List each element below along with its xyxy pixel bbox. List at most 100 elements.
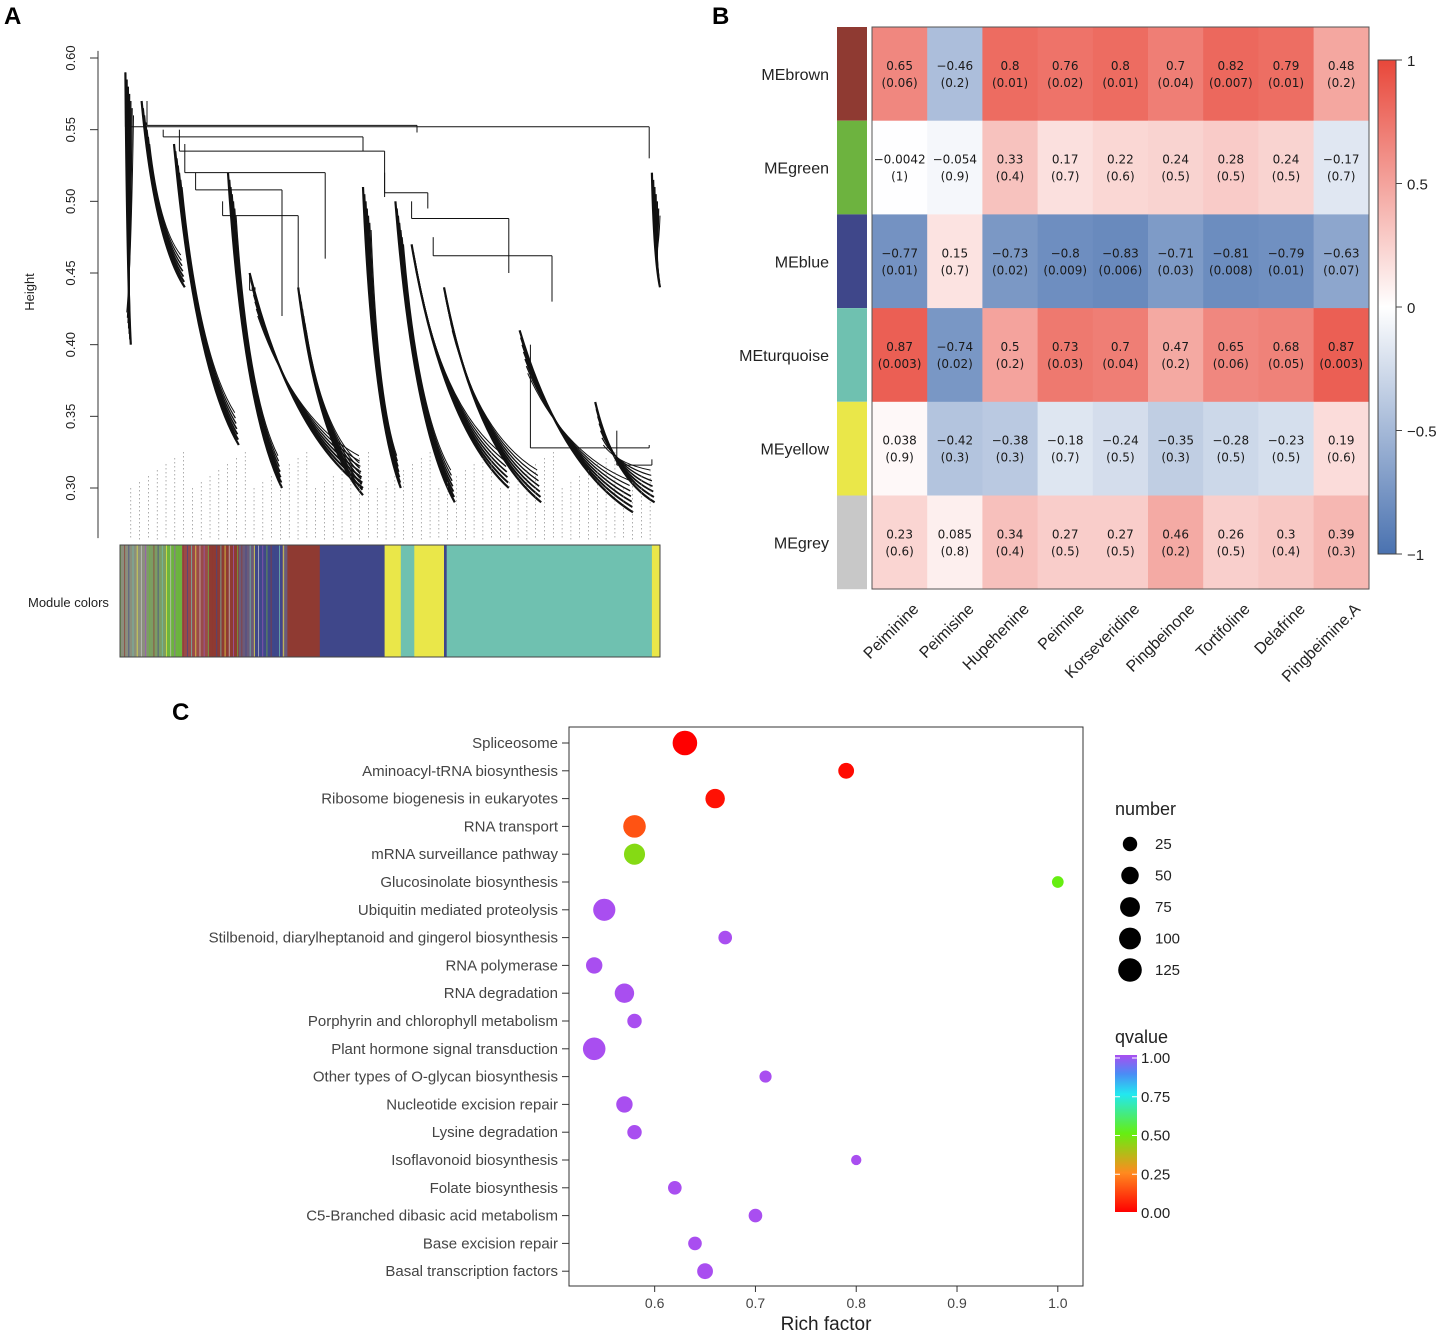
x-tick-label: 0.9 xyxy=(947,1295,967,1311)
heatmap-column-label: Tortifoline xyxy=(1193,601,1254,662)
module-color-segment xyxy=(414,545,445,657)
heatmap-cell-value: −0.83 xyxy=(1102,246,1139,260)
heatmap-cell-pvalue: (0.3) xyxy=(1161,451,1189,465)
dendrogram-cluster xyxy=(143,115,185,278)
heatmap-row-labels: MEbrown MEgreen MEblue MEturquoise MEyellow M… xyxy=(739,67,829,552)
qvalue-legend-label: 0.25 xyxy=(1141,1166,1170,1183)
heatmap-cell-pvalue: (0.4) xyxy=(1272,544,1300,558)
qvalue-legend-label: 0.50 xyxy=(1141,1128,1170,1145)
heatmap-cell-value: −0.46 xyxy=(936,59,973,73)
heatmap-cell-value: 0.17 xyxy=(1052,153,1079,167)
heatmap-cell-pvalue: (0.01) xyxy=(1102,76,1138,90)
size-legend: number 25 50 75 100 125 xyxy=(1115,799,1180,982)
dendrogram-cluster xyxy=(598,423,653,487)
bubble-point xyxy=(851,1154,862,1166)
module-color-stripe xyxy=(207,545,209,657)
module-color-stripe xyxy=(266,545,268,657)
heatmap-cell xyxy=(1092,308,1149,403)
heatmap-cell-pvalue: (0.8) xyxy=(941,544,969,558)
pathway-labels: Spliceosome Aminoacyl-tRNA biosynthesis Ri… xyxy=(209,735,569,1280)
legend-tick-label: 0 xyxy=(1407,300,1415,317)
panel-c-letter: C xyxy=(172,699,189,726)
dendrogram-cluster xyxy=(297,287,364,496)
heatmap-cell-pvalue: (0.009) xyxy=(1043,263,1087,277)
heatmap-cell-pvalue: (0.5) xyxy=(1217,170,1245,184)
bubble-point xyxy=(586,957,603,974)
heatmap-cell-value: 0.19 xyxy=(1328,434,1355,448)
heatmap-cell xyxy=(1148,214,1204,309)
dendrogram-cluster xyxy=(370,229,398,456)
dendrogram-cluster xyxy=(257,315,360,457)
heatmap-cell xyxy=(1258,308,1314,403)
heatmap-cell xyxy=(1203,495,1259,590)
module-color-segment xyxy=(147,545,167,657)
heatmap-cell xyxy=(982,27,1038,122)
module-colors-label: Module colors xyxy=(28,595,109,610)
heatmap-cell-value: −0.18 xyxy=(1047,434,1084,448)
module-color-segment xyxy=(209,545,240,657)
bubble-point xyxy=(672,730,698,756)
dendrogram-cluster xyxy=(525,365,630,487)
dendrogram-cluster xyxy=(231,194,281,473)
module-color-segment xyxy=(287,545,321,657)
heatmap-cell-value: 0.23 xyxy=(886,527,913,541)
heatmap-module-colors xyxy=(837,27,867,590)
heatmap-cell xyxy=(982,120,1038,215)
heatmap-cell-pvalue: (0.3) xyxy=(996,451,1024,465)
heatmap-cell-value: 0.5 xyxy=(1000,340,1019,354)
heatmap-cell xyxy=(1148,401,1204,496)
dendrogram-cluster xyxy=(398,222,454,487)
pathway-label: mRNA surveillance pathway xyxy=(371,846,558,863)
heatmap-cell-value: 0.27 xyxy=(1052,527,1079,541)
heatmap-cell-value: 0.48 xyxy=(1328,59,1355,73)
bubble-point xyxy=(838,762,855,779)
heatmap-column-label: Delafrine xyxy=(1252,601,1309,658)
pathway-label: RNA transport xyxy=(464,818,559,835)
panel-a-letter: A xyxy=(4,3,21,30)
heatmap-cell-value: −0.23 xyxy=(1268,434,1305,448)
module-color-segment xyxy=(651,545,661,657)
heatmap-cell-pvalue: (0.07) xyxy=(1323,263,1359,277)
heatmap-cell-pvalue: (0.5) xyxy=(1051,544,1079,558)
pathway-label: Basal transcription factors xyxy=(385,1263,558,1280)
heatmap-cell-pvalue: (0.7) xyxy=(941,263,969,277)
heatmap-cell-value: 0.65 xyxy=(886,59,913,73)
bubble-point xyxy=(759,1070,772,1083)
heatmap-cell xyxy=(927,120,983,215)
heatmap-cell-pvalue: (0.003) xyxy=(878,357,922,371)
heatmap-cell-pvalue: (0.05) xyxy=(1268,357,1304,371)
heatmap-cell xyxy=(1092,495,1149,590)
module-color-stripe xyxy=(170,545,172,657)
heatmap-cell-pvalue: (0.06) xyxy=(1213,357,1249,371)
module-color-segment xyxy=(238,545,256,657)
size-legend-dot xyxy=(1121,866,1139,885)
heatmap-cell xyxy=(1148,120,1204,215)
pathway-label: Other types of O-glycan biosynthesis xyxy=(313,1069,558,1086)
heatmap-cell-pvalue: (0.01) xyxy=(882,263,918,277)
dendrogram-cluster xyxy=(601,437,652,477)
module-color-segment xyxy=(255,545,283,657)
heatmap-cell-pvalue: (0.6) xyxy=(885,544,913,558)
bubble-point xyxy=(705,788,725,809)
heatmap-cell-pvalue: (0.9) xyxy=(885,451,913,465)
dendrogram-cluster xyxy=(419,287,506,457)
dendrogram-cluster xyxy=(146,129,183,267)
heatmap-cell-pvalue: (0.06) xyxy=(882,76,918,90)
heatmap-cell-value: 0.26 xyxy=(1217,527,1244,541)
heatmap-cell xyxy=(982,214,1038,309)
dendrogram-cluster xyxy=(180,179,236,419)
dendrogram-cluster xyxy=(602,444,651,471)
dendrogram-cluster xyxy=(451,330,538,471)
heatmap-cell xyxy=(1258,27,1314,122)
size-legend-label: 25 xyxy=(1155,836,1172,853)
module-color-stripe xyxy=(186,545,188,657)
heatmap-cell xyxy=(1258,401,1314,496)
module-color-segment xyxy=(400,545,415,657)
panel-b: B MEbrown MEgreen MEblue MEturquoise MEyello… xyxy=(712,3,1437,686)
heatmap-cell-value: 0.15 xyxy=(941,246,968,260)
heatmap-cell-value: −0.054 xyxy=(933,153,977,167)
module-color-stripe xyxy=(249,545,251,657)
heatmap-cell xyxy=(872,495,928,590)
heatmap-cell-value: −0.74 xyxy=(936,340,973,354)
